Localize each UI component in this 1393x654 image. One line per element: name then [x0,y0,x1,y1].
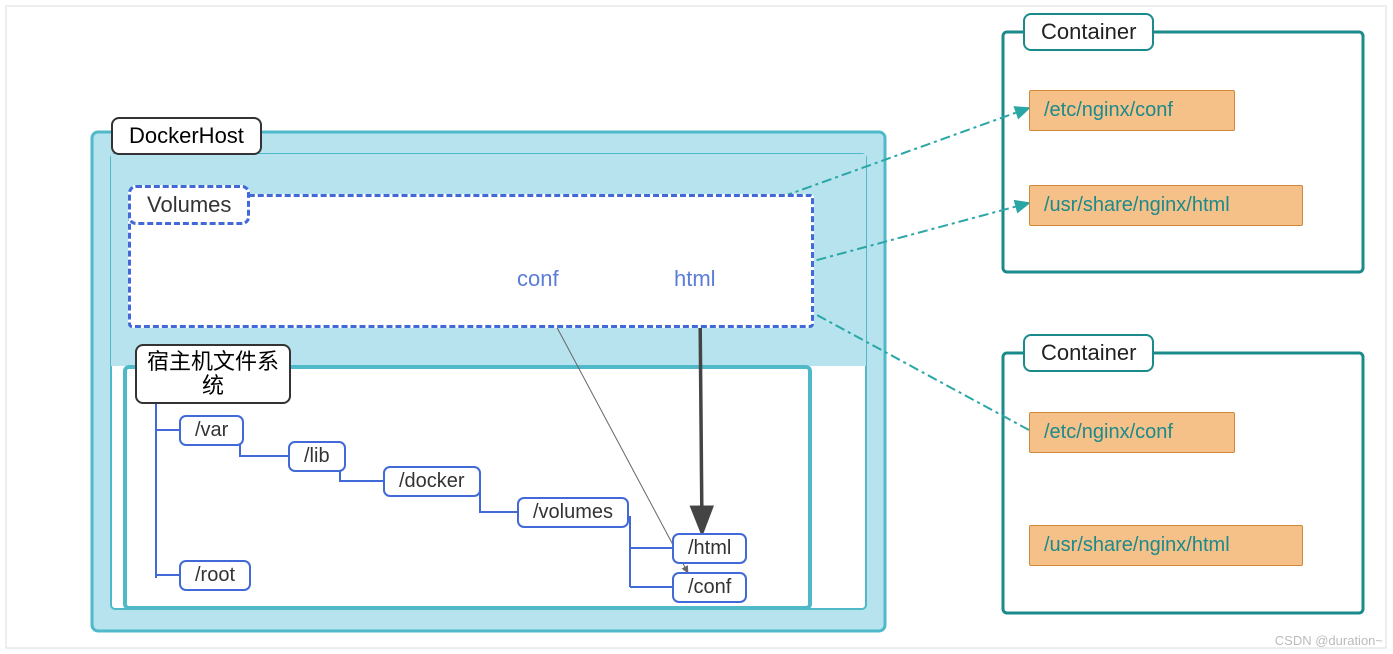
dockerhost-title: DockerHost [111,117,262,155]
watermark: CSDN @duration~ [1275,633,1383,648]
container-title-1: Container [1023,334,1154,372]
fs-node: /lib [288,441,346,472]
fs-node: /conf [672,572,747,603]
fs-title: 宿主机文件系 统 [135,344,291,404]
container-path-0-0: /etc/nginx/conf [1029,90,1235,131]
container-path-0-1: /usr/share/nginx/html [1029,185,1303,226]
volumes-title: Volumes [128,185,250,225]
fs-node: /volumes [517,497,629,528]
fs-node: /var [179,415,244,446]
folder-html: html [674,266,716,292]
container-path-1-1: /usr/share/nginx/html [1029,525,1303,566]
container-path-1-0: /etc/nginx/conf [1029,412,1235,453]
fs-node: /root [179,560,251,591]
fs-node: /html [672,533,747,564]
folder-conf: conf [517,266,559,292]
container-title-0: Container [1023,13,1154,51]
fs-node: /docker [383,466,481,497]
